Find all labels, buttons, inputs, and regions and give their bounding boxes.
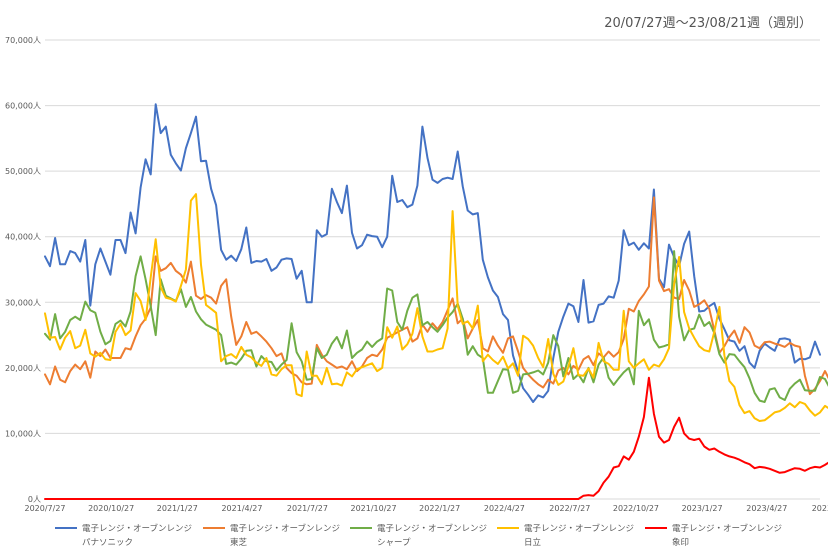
x-tick-label: 2021/7/27 [287,504,328,513]
x-tick-label: 2022/4/27 [484,504,525,513]
legend: 電子レンジ・オーブンレンジパナソニック電子レンジ・オーブンレンジ東芝電子レンジ・… [55,523,782,548]
y-tick-label: 50,000人 [5,167,41,176]
legend-label: 電子レンジ・オーブンレンジ [672,523,782,534]
y-axis-ticks: 0人 10,000人 20,000人 30,000人 40,000人 50,000人 60,… [5,36,41,504]
x-tick-label: 2022/1/27 [419,504,460,513]
x-tick-label: 2023/7/27 [812,504,828,513]
series-line-4 [44,376,828,500]
gridlines [45,39,820,500]
x-tick-label: 2020/10/27 [88,504,134,513]
y-tick-label: 30,000人 [5,298,41,307]
date-range-label: 20/07/27週～23/08/21週（週別） [604,16,812,31]
legend-label-sub: 象印 [672,537,689,548]
series-lines [44,103,828,500]
legend-label: 電子レンジ・オーブンレンジ [82,523,192,534]
y-tick-label: 70,000人 [5,36,41,45]
y-tick-label: 60,000人 [5,102,41,111]
legend-label-sub: パナソニック [82,538,133,548]
x-tick-label: 2023/4/27 [746,504,787,513]
x-tick-label: 2022/7/27 [549,504,590,513]
legend-label: 電子レンジ・オーブンレンジ [524,523,634,534]
legend-label: 電子レンジ・オーブンレンジ [230,523,340,534]
legend-label-sub: 東芝 [230,537,248,548]
x-tick-label: 2021/10/27 [350,504,396,513]
x-tick-label: 2021/1/27 [157,504,198,513]
legend-label-sub: シャープ [377,538,411,548]
y-tick-label: 40,000人 [5,233,41,242]
x-tick-label: 2022/10/27 [613,504,659,513]
series-line-3 [44,193,828,422]
y-tick-label: 20,000人 [5,364,41,373]
x-axis-ticks: 2020/7/27 2020/10/27 2021/1/27 2021/4/27 202… [24,504,828,513]
x-tick-label: 2021/4/27 [221,504,262,513]
y-tick-label: 10,000人 [5,429,41,438]
series-line-0 [44,103,821,403]
series-line-1 [44,196,828,396]
x-tick-label: 2020/7/27 [24,504,65,513]
y-tick-label: 0人 [28,495,41,504]
legend-label: 電子レンジ・オーブンレンジ [377,523,487,534]
x-tick-label: 2023/1/27 [682,504,723,513]
legend-label-sub: 日立 [524,537,542,548]
